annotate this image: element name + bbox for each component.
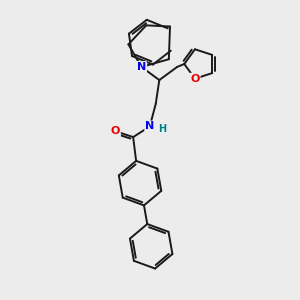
Text: N: N: [145, 122, 154, 131]
Text: O: O: [111, 126, 120, 136]
Text: O: O: [190, 74, 200, 84]
Text: N: N: [137, 62, 146, 72]
Text: H: H: [158, 124, 166, 134]
